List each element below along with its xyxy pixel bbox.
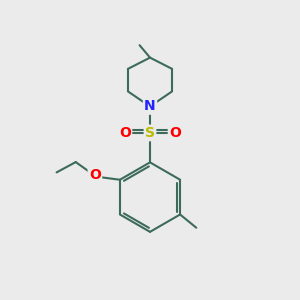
- Text: N: N: [144, 99, 156, 113]
- Text: O: O: [89, 168, 101, 182]
- Text: O: O: [169, 126, 181, 140]
- Text: O: O: [119, 126, 131, 140]
- Text: S: S: [145, 126, 155, 140]
